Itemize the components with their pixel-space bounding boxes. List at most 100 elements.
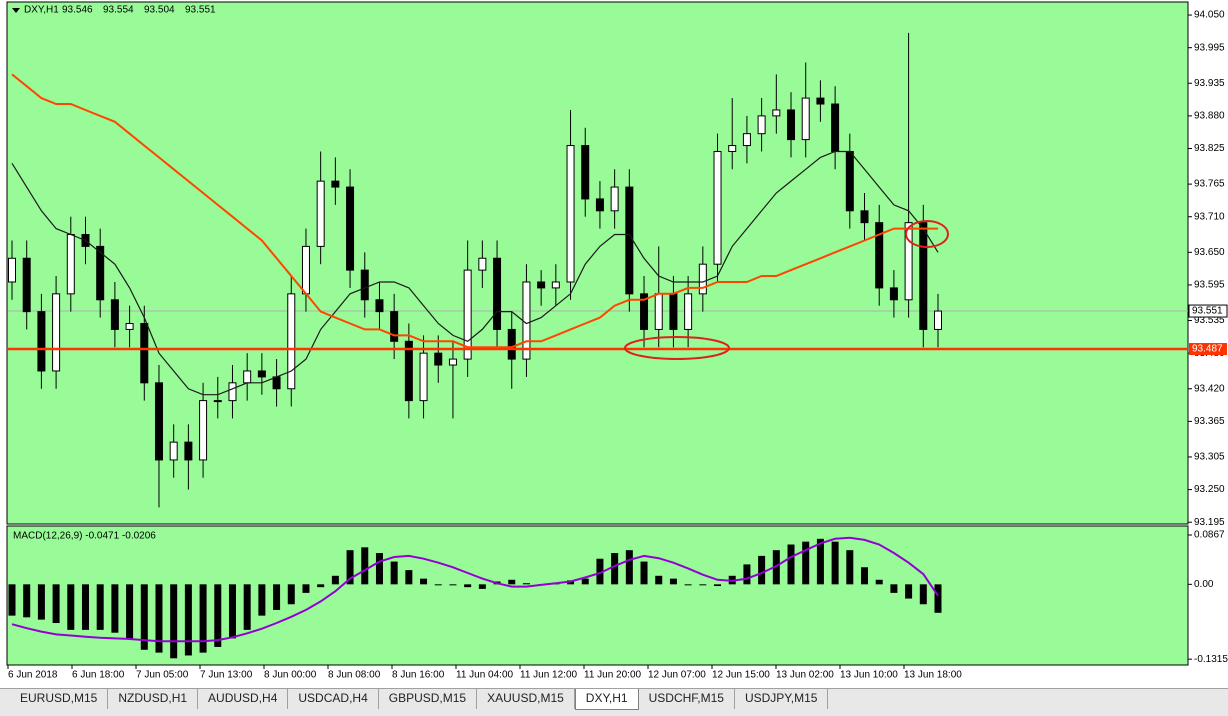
macd-bar: [243, 584, 251, 630]
candle-body: [831, 103, 840, 152]
bid-label-box: [1188, 304, 1228, 318]
candle-body: [448, 358, 457, 366]
macd-bar: [258, 584, 266, 616]
menu-arrow: [12, 8, 20, 13]
candle-body: [463, 269, 472, 360]
candle-body: [37, 311, 46, 372]
candle-body: [713, 150, 722, 265]
x-tick-label: 11 Jun 12:00: [520, 670, 578, 681]
candle-body: [301, 245, 310, 295]
macd-bar: [331, 575, 339, 585]
chart-tab[interactable]: GBPUSD,M15: [379, 689, 478, 709]
macd-bar: [640, 561, 648, 585]
x-tick-label: 11 Jun 20:00: [584, 670, 642, 681]
candle-body: [22, 257, 31, 313]
candle-body: [934, 310, 942, 330]
macd-bar: [655, 575, 663, 585]
y-tick-label: 93.535: [1194, 315, 1225, 326]
candle-body: [390, 311, 399, 342]
macd-bar: [228, 584, 236, 639]
macd-bar: [787, 544, 795, 585]
candle-body: [566, 145, 575, 283]
candle-body: [154, 382, 163, 461]
macd-bar: [596, 558, 604, 585]
chart-tab[interactable]: EURUSD,M15: [10, 689, 109, 709]
y-tick-label: 93.765: [1194, 179, 1225, 190]
chart-tab[interactable]: XAUUSD,M15: [477, 689, 575, 709]
macd-bar: [522, 583, 530, 585]
chart-tab[interactable]: USDCHF,M15: [639, 689, 735, 709]
candle-body: [125, 323, 134, 330]
candle-body: [331, 180, 340, 188]
candle-body: [360, 269, 369, 301]
candle-body: [610, 186, 619, 212]
candle-body: [698, 263, 707, 295]
x-tick-label: 7 Jun 13:00: [200, 670, 253, 681]
macd-bar: [199, 584, 207, 653]
y-tick-label: 93.250: [1194, 484, 1225, 495]
chart-tab[interactable]: NZDUSD,H1: [108, 689, 199, 709]
header-open: 93.546: [62, 5, 93, 16]
candle-body: [742, 133, 751, 147]
y-tick-label: 93.995: [1194, 42, 1225, 53]
x-tick-label: 8 Jun 00:00: [264, 670, 317, 681]
plot-layer: DXY,H1 93.546 93.554 93.504 93.551 94.050 93.9…: [7, 5, 1228, 681]
macd-bar: [184, 584, 192, 656]
moving-average: [11, 150, 939, 396]
candle-body: [757, 115, 766, 135]
chart-window: DXY,H1 93.546 93.554 93.504 93.551 94.050 93.9…: [6, 1, 1228, 681]
macd-bar: [287, 584, 295, 605]
candle-body: [199, 400, 208, 461]
candle-body: [52, 293, 61, 372]
macd-bar: [581, 578, 589, 585]
macd-bar: [375, 553, 383, 585]
y-tick-label: 93.935: [1194, 78, 1225, 89]
x-tick-label: 6 Jun 18:00: [72, 670, 125, 681]
macd-bar: [8, 584, 16, 616]
macd-bar: [390, 561, 398, 585]
chart-tab[interactable]: DXY,H1: [574, 689, 639, 710]
macd-bar: [508, 579, 516, 585]
x-tick-label: 13 Jun 02:00: [776, 670, 834, 681]
candle-body: [404, 340, 413, 402]
macd-bar: [317, 584, 325, 588]
candle-body: [772, 109, 781, 117]
header-symbol: DXY,H1: [24, 5, 59, 16]
candle-body: [919, 222, 928, 330]
x-tick-label: 13 Jun 18:00: [904, 670, 962, 681]
moving-average: [11, 73, 938, 349]
x-tick-label: 7 Jun 05:00: [136, 670, 189, 681]
macd-bar: [434, 584, 442, 586]
macd-bar: [126, 584, 134, 639]
y-tick-label: 0.00: [1194, 579, 1214, 590]
y-tick-label: 93.305: [1194, 452, 1225, 463]
macd-bar: [816, 538, 824, 585]
candle-body: [654, 293, 663, 330]
x-tick-label: 12 Jun 15:00: [712, 670, 770, 681]
candle-body: [860, 210, 869, 224]
macd-bar: [802, 541, 810, 585]
candle-body: [669, 293, 678, 330]
level-label-box: [1189, 343, 1227, 356]
y-tick-label: 93.595: [1194, 280, 1225, 291]
macd-bar: [625, 550, 633, 585]
macd-bar: [361, 547, 369, 585]
macd-bar: [669, 578, 677, 585]
macd-bar: [464, 584, 472, 588]
chart-tab[interactable]: USDJPY,M15: [735, 689, 829, 709]
candle-body: [434, 352, 443, 366]
chart-tab[interactable]: USDCAD,H4: [288, 689, 379, 709]
macd-bar: [934, 584, 942, 613]
candle-body: [551, 281, 560, 289]
macd-bar: [81, 584, 89, 630]
candle-body: [96, 245, 105, 301]
candle-body: [316, 180, 325, 247]
macd-bar: [890, 584, 898, 593]
y-tick-label: 93.420: [1194, 383, 1225, 394]
chart-tab[interactable]: AUDUSD,H4: [198, 689, 289, 709]
bid-label: 93.551: [1192, 306, 1223, 317]
y-tick-label: -0.1315: [1194, 654, 1228, 665]
macd-bar: [23, 584, 31, 618]
candle-body: [816, 97, 825, 105]
